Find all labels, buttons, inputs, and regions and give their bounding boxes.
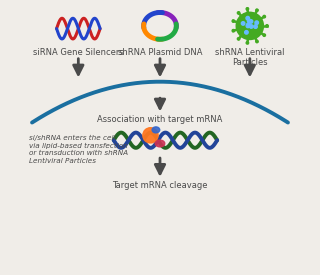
Circle shape xyxy=(263,15,266,18)
Text: shRNA Lentiviral
Particles: shRNA Lentiviral Particles xyxy=(215,48,284,67)
Circle shape xyxy=(143,128,158,143)
Text: shRNA Plasmid DNA: shRNA Plasmid DNA xyxy=(118,48,202,57)
Circle shape xyxy=(232,20,235,22)
Text: si/shRNA enters the cell
via lipid-based transfection
or transduction with shRNA: si/shRNA enters the cell via lipid-based… xyxy=(29,135,128,164)
Circle shape xyxy=(266,25,268,27)
Circle shape xyxy=(263,34,266,36)
Circle shape xyxy=(256,40,258,43)
Circle shape xyxy=(246,16,250,20)
Circle shape xyxy=(241,22,245,25)
Circle shape xyxy=(250,25,253,28)
Circle shape xyxy=(256,9,258,12)
Circle shape xyxy=(247,23,250,26)
Circle shape xyxy=(246,8,249,10)
Circle shape xyxy=(237,12,240,14)
Circle shape xyxy=(236,12,263,40)
Circle shape xyxy=(237,38,240,40)
Circle shape xyxy=(246,42,249,44)
Circle shape xyxy=(249,20,253,23)
Circle shape xyxy=(232,29,235,32)
Circle shape xyxy=(254,25,257,28)
Circle shape xyxy=(245,31,248,34)
Ellipse shape xyxy=(152,127,160,133)
Text: Target mRNA cleavage: Target mRNA cleavage xyxy=(112,180,208,189)
Circle shape xyxy=(247,19,251,23)
Ellipse shape xyxy=(155,140,165,147)
Circle shape xyxy=(255,21,259,24)
Circle shape xyxy=(246,24,250,28)
Text: Association with target mRNA: Association with target mRNA xyxy=(97,115,223,124)
Text: siRNA Gene Silencers: siRNA Gene Silencers xyxy=(33,48,124,57)
